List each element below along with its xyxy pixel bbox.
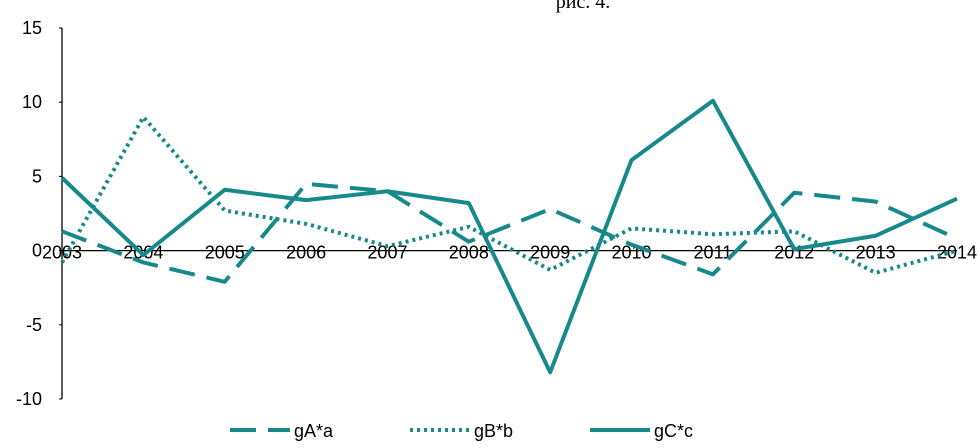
x-tick-label: 2009 [530, 243, 570, 263]
x-tick-label: 2006 [286, 243, 326, 263]
chart-title: рис. 4. [556, 0, 611, 13]
legend-label: gB*b [474, 421, 513, 441]
x-tick-label: 2003 [42, 243, 82, 263]
y-tick-label: -10 [16, 389, 42, 409]
series-line [60, 98, 958, 375]
x-tick-label: 2007 [367, 243, 407, 263]
y-tick-label: 5 [32, 166, 42, 186]
x-tick-label: 2005 [205, 243, 245, 263]
x-tick-label: 2013 [856, 243, 896, 263]
y-tick-label: 15 [22, 18, 42, 38]
legend-label: gA*a [294, 421, 334, 441]
y-tick-label: -5 [26, 315, 42, 335]
legend-label: gC*c [654, 421, 693, 441]
y-tick-label: 0 [32, 241, 42, 261]
x-tick-label: 2011 [694, 243, 733, 263]
series-line [61, 181, 958, 284]
x-tick-label: 2014 [937, 243, 977, 263]
x-tick-label: 2008 [449, 243, 489, 263]
y-tick-label: 10 [22, 92, 42, 112]
